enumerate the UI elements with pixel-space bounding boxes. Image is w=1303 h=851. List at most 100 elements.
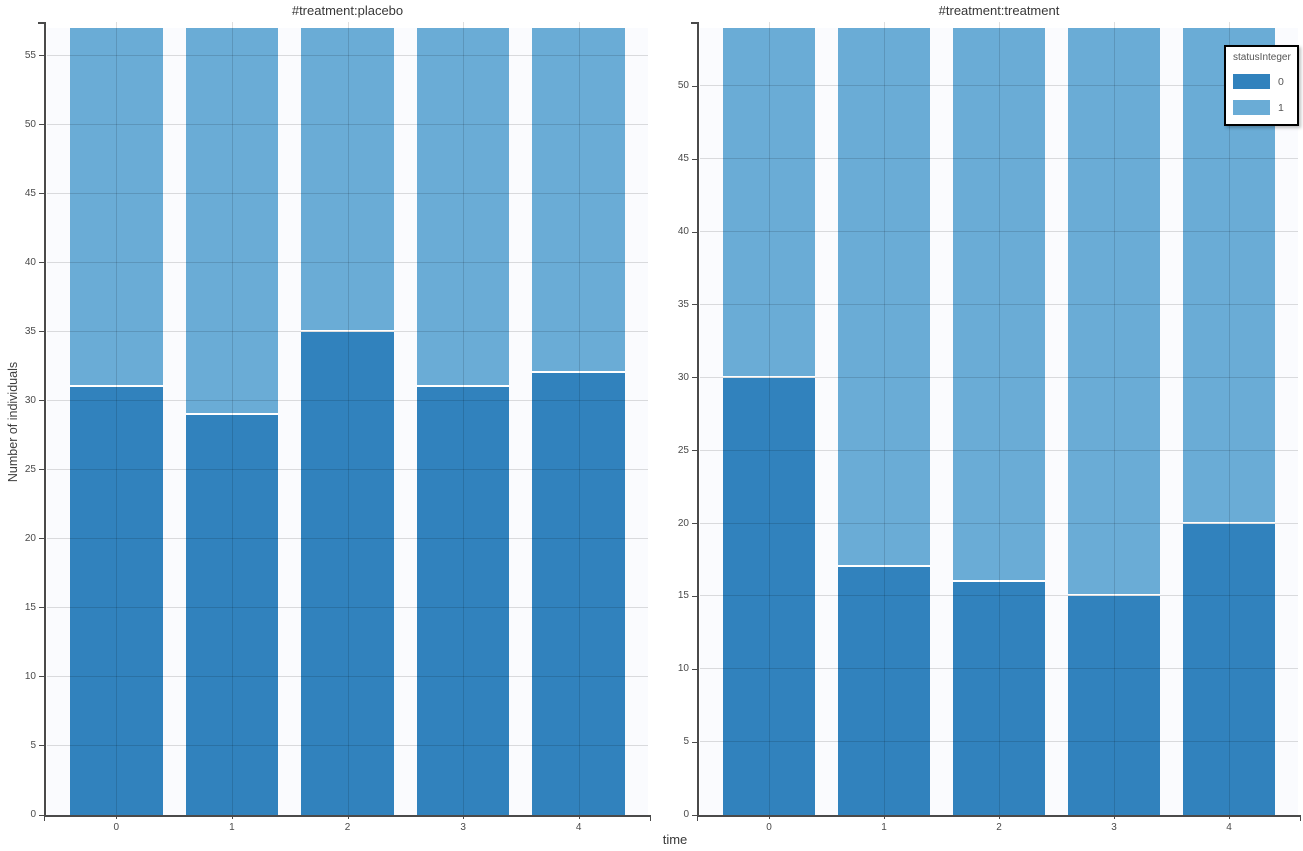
y-tick-label-40: 40 bbox=[677, 226, 689, 238]
stacked-bar-time-4 bbox=[1183, 28, 1275, 815]
x-tick-label-1: 1 bbox=[881, 822, 887, 833]
x-axis-end-tick-0 bbox=[44, 815, 45, 821]
y-axis-line bbox=[697, 22, 699, 815]
y-tick-10 bbox=[39, 676, 44, 678]
y-tick-label-30: 30 bbox=[24, 394, 36, 406]
bar-segment-status-1 bbox=[70, 28, 163, 387]
y-tick-45 bbox=[692, 158, 697, 160]
stacked-bar-time-2 bbox=[301, 28, 394, 815]
bar-segment-status-0 bbox=[1068, 596, 1160, 815]
x-tick-label-3: 3 bbox=[1111, 822, 1117, 833]
x-axis-end-tick-1 bbox=[1300, 815, 1301, 821]
y-tick-30 bbox=[39, 400, 44, 402]
y-tick-label-10: 10 bbox=[24, 670, 36, 682]
x-tick-label-2: 2 bbox=[344, 822, 351, 833]
y-tick-label-45: 45 bbox=[24, 187, 36, 199]
y-tick-10 bbox=[692, 668, 697, 670]
bar-segment-status-0 bbox=[416, 386, 510, 815]
y-tick-55 bbox=[39, 55, 44, 57]
x-tick-label-4: 4 bbox=[575, 822, 582, 833]
y-tick-40 bbox=[692, 231, 697, 233]
legend-entry-label: 0 bbox=[1278, 75, 1284, 88]
stacked-bar-time-2 bbox=[953, 28, 1045, 815]
bar-segment-status-1 bbox=[723, 28, 815, 378]
x-tick-label-3: 3 bbox=[460, 822, 466, 833]
x-tick-0 bbox=[116, 815, 118, 819]
bar-segment-status-1 bbox=[953, 28, 1045, 582]
bars-layer bbox=[47, 28, 648, 815]
bars-layer bbox=[700, 28, 1298, 815]
y-tick-30 bbox=[692, 377, 697, 379]
y-tick-label-25: 25 bbox=[24, 463, 36, 475]
y-tick-20 bbox=[39, 538, 44, 540]
bar-segment-status-1 bbox=[532, 28, 625, 374]
bar-segment-status-1 bbox=[301, 28, 394, 332]
y-tick-label-10: 10 bbox=[677, 663, 689, 675]
x-tick-1 bbox=[231, 815, 233, 819]
y-tick-label-5: 5 bbox=[30, 739, 36, 751]
bar-segment-status-0 bbox=[301, 331, 394, 815]
bar-segment-status-0 bbox=[532, 373, 625, 815]
stacked-bar-time-3 bbox=[416, 28, 510, 815]
y-tick-label-15: 15 bbox=[677, 590, 689, 602]
bar-segment-status-1 bbox=[416, 28, 510, 387]
x-tick-3 bbox=[463, 815, 465, 819]
y-tick-label-35: 35 bbox=[24, 325, 36, 337]
y-tick-label-20: 20 bbox=[677, 517, 689, 529]
y-tick-label-20: 20 bbox=[24, 532, 36, 544]
bar-segment-status-0 bbox=[70, 386, 163, 815]
legend-title: statusInteger bbox=[1233, 52, 1291, 63]
y-tick-25 bbox=[39, 469, 44, 471]
y-axis-top-cap bbox=[38, 22, 45, 24]
bar-segment-status-1 bbox=[1068, 28, 1160, 597]
x-tick-0 bbox=[769, 815, 770, 819]
y-tick-5 bbox=[692, 741, 697, 743]
stacked-bar-time-4 bbox=[532, 28, 625, 815]
legend-entry-label: 1 bbox=[1278, 101, 1284, 114]
y-tick-45 bbox=[39, 193, 44, 195]
y-tick-label-5: 5 bbox=[683, 736, 689, 748]
y-tick-50 bbox=[692, 85, 697, 87]
facet-title-placebo: #treatment:placebo bbox=[291, 3, 404, 18]
y-tick-label-35: 35 bbox=[677, 298, 689, 310]
y-tick-label-0: 0 bbox=[30, 809, 36, 820]
x-tick-4 bbox=[578, 815, 580, 819]
y-tick-0 bbox=[692, 814, 697, 816]
bar-segment-status-0 bbox=[1183, 523, 1275, 815]
x-tick-label-1: 1 bbox=[229, 822, 235, 833]
stacked-bar-time-0 bbox=[70, 28, 163, 815]
y-tick-label-30: 30 bbox=[677, 371, 689, 383]
facet-title-treatment: #treatment:treatment bbox=[938, 3, 1060, 18]
y-tick-25 bbox=[692, 450, 697, 452]
y-axis-line bbox=[44, 22, 46, 815]
x-tick-2 bbox=[999, 815, 1000, 819]
bar-segment-status-1 bbox=[838, 28, 930, 568]
stacked-bar-time-1 bbox=[838, 28, 930, 815]
legend-entry-0: 0 bbox=[1233, 74, 1297, 89]
legend-entry-1: 1 bbox=[1233, 100, 1297, 115]
y-tick-20 bbox=[692, 523, 697, 525]
y-tick-5 bbox=[39, 745, 44, 747]
y-tick-35 bbox=[692, 304, 697, 306]
y-tick-label-50: 50 bbox=[24, 118, 36, 130]
x-tick-1 bbox=[884, 815, 885, 819]
bar-segment-status-0 bbox=[953, 581, 1045, 815]
x-tick-label-2: 2 bbox=[996, 822, 1002, 833]
y-tick-label-0: 0 bbox=[683, 809, 689, 820]
bar-segment-status-0 bbox=[723, 377, 815, 815]
y-tick-0 bbox=[39, 814, 44, 816]
x-tick-label-0: 0 bbox=[766, 822, 772, 833]
bar-segment-status-1 bbox=[185, 28, 279, 415]
y-tick-label-50: 50 bbox=[677, 80, 689, 92]
y-axis-top-cap bbox=[691, 22, 698, 24]
x-tick-3 bbox=[1114, 815, 1115, 819]
y-tick-15 bbox=[692, 595, 697, 597]
y-tick-label-45: 45 bbox=[677, 153, 689, 165]
y-tick-label-25: 25 bbox=[677, 444, 689, 456]
y-axis-title: Number of individuals bbox=[6, 361, 21, 482]
legend-swatch-0 bbox=[1233, 74, 1270, 89]
y-tick-label-40: 40 bbox=[24, 256, 36, 268]
